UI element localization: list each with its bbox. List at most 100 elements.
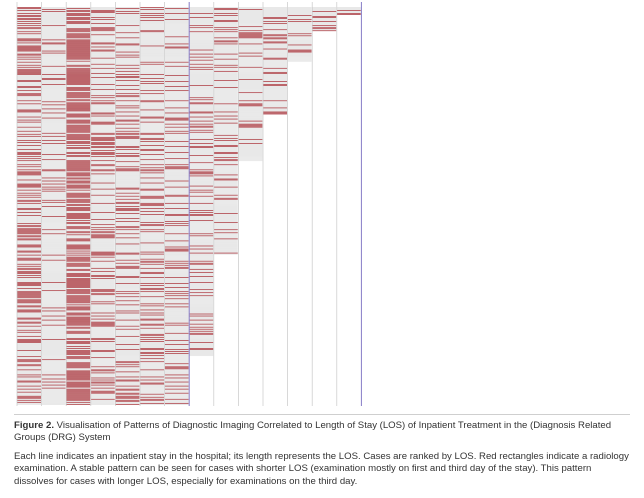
stay-cell (41, 18, 66, 19)
exam-cell (66, 13, 91, 14)
exam-cell (115, 202, 140, 204)
stay-cell (66, 7, 91, 8)
stay-cell (140, 37, 164, 39)
exam-cell (189, 263, 214, 265)
stay-cell (164, 314, 189, 316)
stay-cell (115, 275, 140, 276)
stay-cell (41, 161, 66, 163)
stay-cell (238, 42, 263, 44)
stay-cell (17, 392, 41, 394)
exam-cell (115, 64, 140, 66)
stay-cell (238, 13, 263, 14)
exam-cell (140, 399, 164, 401)
stay-cell (238, 78, 263, 79)
stay-cell (213, 50, 238, 52)
exam-cell (66, 286, 91, 287)
stay-cell (115, 63, 140, 65)
exam-cell (17, 71, 41, 73)
stay-cell (66, 144, 91, 145)
stay-cell (41, 87, 66, 88)
stay-cell (41, 171, 66, 173)
exam-cell (115, 206, 140, 207)
exam-cell (164, 291, 189, 293)
stay-cell (189, 188, 214, 190)
exam-cell (66, 365, 91, 367)
stay-cell (115, 334, 140, 336)
stay-cell (140, 239, 164, 241)
exam-cell (90, 170, 115, 172)
stay-cell (17, 355, 41, 357)
stay-cell (140, 62, 164, 64)
stay-cell (140, 44, 164, 46)
stay-cell (115, 301, 140, 303)
stay-cell (17, 170, 41, 172)
stay-cell (115, 222, 140, 224)
exam-cell (189, 342, 214, 343)
exam-cell (66, 189, 91, 191)
stay-cell (336, 8, 361, 9)
exam-cell (66, 227, 91, 229)
exam-cell (66, 71, 91, 73)
exam-cell (90, 137, 115, 139)
stay-cell (140, 79, 164, 80)
stay-cell (312, 12, 337, 13)
stay-cell (90, 111, 115, 113)
exam-cell (66, 396, 91, 398)
stay-cell (66, 146, 91, 147)
stay-cell (140, 264, 164, 266)
stay-cell (140, 185, 164, 187)
stay-cell (90, 238, 115, 240)
stay-cell (189, 166, 214, 168)
stay-cell (17, 330, 41, 332)
stay-cell (189, 303, 214, 305)
stay-cell (189, 351, 214, 352)
stay-cell (189, 222, 214, 224)
stay-cell (41, 243, 66, 245)
stay-cell (189, 196, 214, 198)
stay-cell (164, 330, 189, 332)
stay-cell (213, 149, 238, 150)
stay-cell (189, 153, 214, 154)
stay-cell (189, 308, 214, 310)
exam-cell (90, 30, 115, 32)
stay-cell (213, 225, 238, 227)
stay-cell (213, 117, 238, 119)
exam-cell (115, 262, 140, 264)
stay-cell (189, 237, 214, 239)
stay-cell (90, 128, 115, 130)
stay-cell (189, 150, 214, 151)
exam-cell (263, 41, 287, 43)
exam-cell (140, 260, 164, 262)
exam-cell (115, 127, 140, 129)
stay-cell (41, 144, 66, 145)
exam-cell (140, 20, 164, 21)
stay-cell (164, 76, 189, 77)
stay-cell (164, 53, 189, 55)
exam-cell (238, 30, 263, 32)
stay-cell (41, 68, 66, 70)
stay-cell (213, 12, 238, 13)
exam-cell (140, 333, 164, 335)
stay-cell (17, 368, 41, 370)
stay-cell (164, 305, 189, 307)
stay-cell (115, 263, 140, 265)
stay-cell (41, 227, 66, 229)
stay-cell (41, 150, 66, 151)
stay-cell (17, 260, 41, 262)
stay-cell (17, 77, 41, 78)
exam-cell (41, 259, 66, 261)
stay-cell (115, 264, 140, 266)
stay-cell (189, 148, 214, 149)
stay-cell (189, 21, 214, 22)
exam-cell (164, 374, 189, 376)
exam-cell (164, 130, 189, 132)
exam-cell (17, 360, 41, 362)
stay-cell (115, 274, 140, 275)
stay-cell (189, 310, 214, 312)
exam-cell (66, 142, 91, 143)
stay-cell (115, 339, 140, 340)
stay-cell (41, 230, 66, 232)
stay-cell (213, 217, 238, 218)
exam-cell (140, 348, 164, 349)
stay-cell (41, 398, 66, 400)
